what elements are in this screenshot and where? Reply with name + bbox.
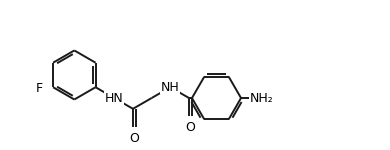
- Text: F: F: [36, 82, 43, 95]
- Text: O: O: [186, 121, 195, 134]
- Text: HN: HN: [105, 92, 124, 105]
- Text: NH: NH: [161, 81, 180, 94]
- Text: NH₂: NH₂: [250, 92, 274, 105]
- Text: O: O: [129, 132, 139, 145]
